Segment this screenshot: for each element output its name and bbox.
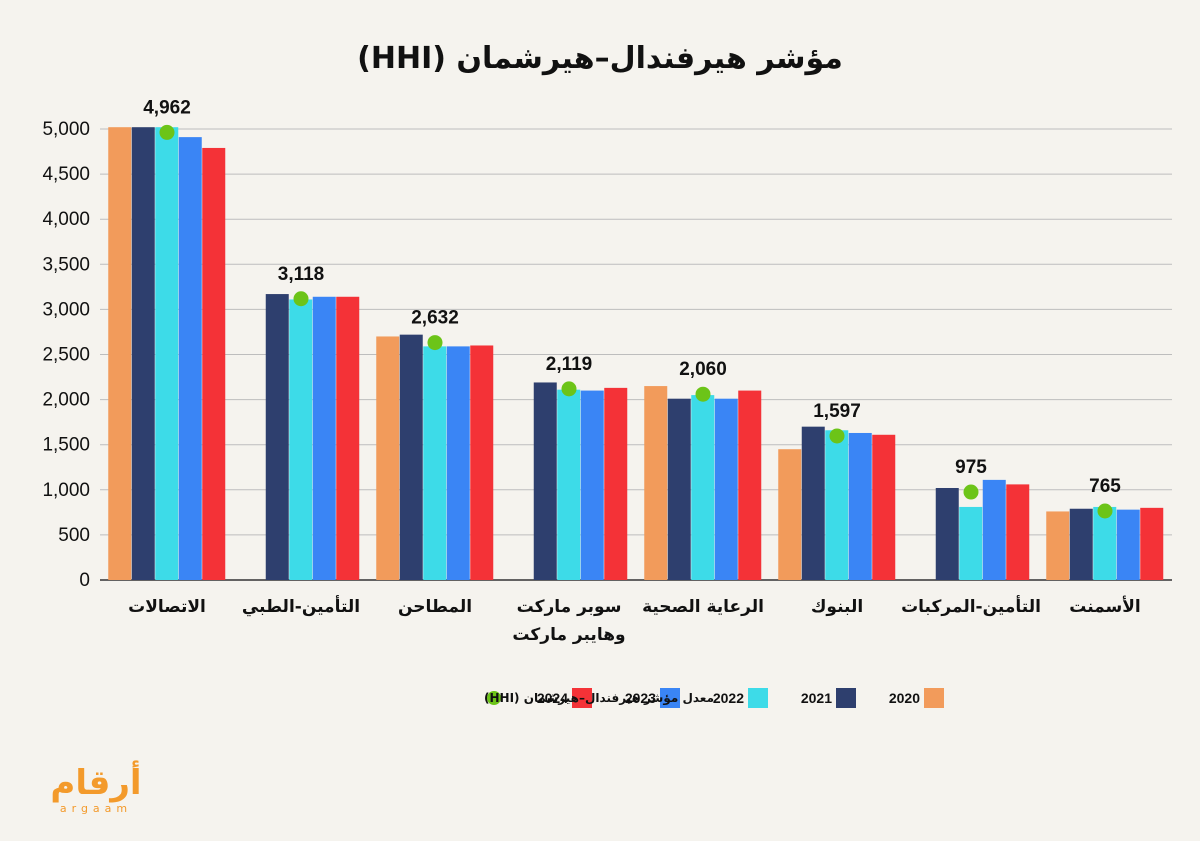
legend-swatch-2022: [748, 688, 768, 708]
average-marker: [963, 484, 979, 500]
argaam-logo: أرقام argaam: [50, 760, 141, 815]
y-tick-label: 4,000: [42, 209, 90, 230]
category-label: وهايبر ماركت: [512, 625, 625, 645]
category-labels: الاتصالات التأمين-الطبي المطاحن سوبر ماركت و…: [128, 595, 1141, 645]
bar-2020: [376, 336, 400, 580]
bar-2024: [470, 345, 494, 580]
bar-2023: [982, 479, 1006, 580]
bar-2021: [265, 294, 289, 580]
average-marker: [695, 386, 711, 402]
bar-2024: [202, 147, 226, 580]
bar-2021: [801, 426, 825, 580]
y-tick-label: 1,500: [42, 435, 90, 456]
bar-2022: [289, 299, 313, 580]
bars: [108, 127, 1164, 581]
bar-2023: [178, 137, 202, 581]
y-tick-label: 4,500: [42, 164, 90, 185]
average-label: 765: [1089, 476, 1121, 497]
bar-2021: [935, 487, 959, 580]
legend-swatch-2024: [572, 688, 592, 708]
bar-2021: [1069, 508, 1093, 580]
y-tick-label: 3,500: [42, 254, 90, 275]
category-label: البنوك: [811, 597, 863, 617]
bar-2023: [848, 432, 872, 580]
category-label: سوبر ماركت: [517, 597, 622, 617]
bar-2024: [1006, 484, 1030, 580]
legend-label-2022: 2022: [713, 690, 744, 706]
average-label: 975: [955, 457, 987, 478]
bar-2024: [336, 296, 360, 580]
bar-2022: [825, 430, 849, 580]
legend-average-dot: [487, 691, 501, 705]
bar-2024: [1140, 507, 1164, 580]
category-label: التأمين-الطبي: [242, 595, 360, 617]
bar-2024: [604, 387, 628, 580]
bar-2021: [533, 382, 557, 580]
average-label: 2,632: [411, 308, 459, 329]
category-label: الأسمنت: [1069, 596, 1141, 617]
logo-arabic-text: أرقام: [50, 760, 141, 803]
bar-2020: [778, 449, 802, 580]
y-tick-label: 1,000: [42, 480, 90, 501]
bar-2022: [691, 395, 715, 580]
average-label: 1,597: [813, 401, 861, 422]
y-tick-label: 5,000: [42, 119, 90, 140]
legend-label-2021: 2021: [801, 690, 832, 706]
bar-2023: [446, 346, 470, 580]
y-tick-label: 2,500: [42, 345, 90, 366]
chart-title: مؤشر هيرفندال–هيرشمان (HHI): [357, 41, 843, 76]
bar-2020: [1046, 511, 1070, 580]
y-tick-label: 0: [79, 570, 90, 591]
bar-2024: [738, 390, 762, 580]
bar-2022: [959, 506, 983, 580]
legend-swatch-2020: [924, 688, 944, 708]
bar-2024: [872, 434, 896, 580]
average-label: 2,060: [679, 359, 727, 380]
bar-2023: [714, 398, 738, 580]
bar-2023: [580, 390, 604, 580]
bar-2022: [423, 346, 447, 580]
average-marker: [159, 124, 175, 140]
bar-2023: [1116, 509, 1140, 580]
category-label: المطاحن: [398, 597, 472, 617]
average-marker: [427, 335, 443, 351]
bar-2021: [667, 398, 691, 580]
average-marker: [293, 291, 309, 307]
category-label: الرعاية الصحية: [642, 597, 764, 617]
legend-label-2023: 2023: [625, 690, 656, 706]
legend-label-2020: 2020: [889, 690, 920, 706]
y-axis-ticks: 0 500 1,000 1,500 2,000 2,500 3,000 3,500 4,000 4…: [42, 119, 90, 591]
legend-swatch-2023: [660, 688, 680, 708]
average-markers: 4,962 3,118 2,632 2,119 2,060 1,597 975 765: [143, 97, 1121, 519]
legend-average-label: معدل مؤشر هيرفندال–هيرشمان (HHI): [484, 691, 714, 706]
average-label: 3,118: [278, 264, 325, 285]
legend-swatch-2021: [836, 688, 856, 708]
average-label: 2,119: [546, 354, 593, 375]
bar-2020: [644, 386, 668, 580]
average-marker: [1097, 503, 1113, 519]
bar-2021: [399, 334, 423, 580]
legend-label-2024: 2024: [537, 690, 568, 706]
bar-2022: [1093, 506, 1117, 580]
category-label: الاتصالات: [128, 597, 206, 617]
average-marker: [561, 381, 577, 397]
average-label: 4,962: [143, 97, 191, 118]
bar-2021: [131, 127, 155, 581]
bar-2023: [312, 296, 336, 580]
y-tick-label: 2,000: [42, 390, 90, 411]
average-marker: [829, 428, 845, 444]
y-tick-label: 500: [58, 525, 90, 546]
bar-2022: [155, 127, 179, 581]
y-tick-label: 3,000: [42, 299, 90, 320]
bar-2020: [108, 127, 132, 581]
category-label: التأمين-المركبات: [901, 595, 1041, 617]
bar-2022: [557, 389, 581, 580]
logo-latin-text: argaam: [60, 802, 132, 815]
